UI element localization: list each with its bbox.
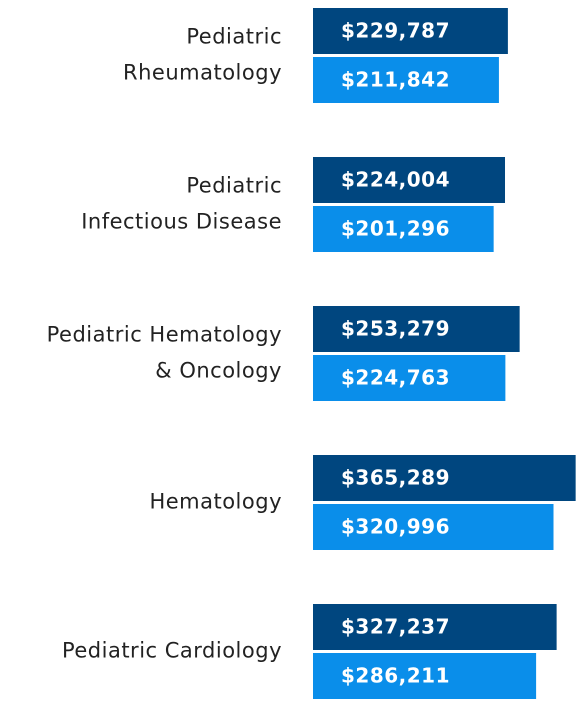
category-label: Pediatric	[186, 174, 282, 198]
bar	[313, 355, 506, 401]
bar	[313, 306, 520, 352]
value-label: $320,996	[341, 515, 450, 539]
category-label: Pediatric Cardiology	[62, 639, 282, 663]
category-label: Rheumatology	[123, 61, 282, 85]
value-label: $253,279	[341, 317, 450, 341]
value-label: $365,289	[341, 466, 450, 490]
bar	[313, 57, 499, 103]
bar	[313, 653, 537, 699]
bar	[313, 8, 508, 54]
bar	[313, 157, 506, 203]
value-label: $229,787	[341, 19, 450, 43]
value-label: $224,763	[341, 366, 450, 390]
bar	[313, 455, 576, 501]
bar	[313, 604, 557, 650]
category-label: Infectious Disease	[81, 210, 282, 234]
value-label: $327,237	[341, 615, 450, 639]
category-label: & Oncology	[155, 359, 282, 383]
value-label: $286,211	[341, 664, 450, 688]
value-label: $224,004	[341, 168, 450, 192]
value-label: $201,296	[341, 217, 450, 241]
category-label: Pediatric	[186, 25, 282, 49]
category-label: Pediatric Hematology	[47, 323, 282, 347]
bar	[313, 504, 554, 550]
bar	[313, 206, 494, 252]
category-label: Hematology	[149, 490, 282, 514]
value-label: $211,842	[341, 68, 450, 92]
